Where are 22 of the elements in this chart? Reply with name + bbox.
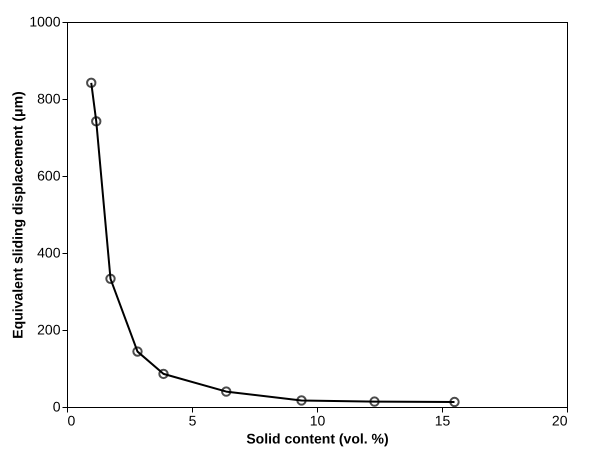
- y-tick-label: 1000: [29, 14, 61, 30]
- y-axis-title: Equivalent sliding displacement (μm): [9, 91, 26, 339]
- x-tick-label: 20: [552, 412, 568, 428]
- point: [91, 116, 102, 127]
- y-tick-label: 0: [52, 398, 61, 414]
- point: [369, 396, 380, 407]
- x-axis-title: Solid content (vol. %): [246, 430, 389, 446]
- y-tick-label: 800: [37, 90, 61, 106]
- point: [221, 386, 232, 397]
- x-tick-label: 15: [434, 412, 450, 428]
- point: [449, 396, 460, 408]
- point: [132, 346, 143, 357]
- x-tick-label: 5: [188, 412, 197, 428]
- y-tick-label: 600: [37, 168, 61, 184]
- point: [296, 395, 307, 406]
- y-tick-label: 200: [37, 322, 61, 338]
- x-tick-label: 0: [68, 412, 76, 428]
- point: [158, 368, 169, 380]
- x-tick-label: 10: [310, 412, 326, 428]
- y-tick-label: 400: [37, 244, 61, 260]
- point: [86, 78, 96, 88]
- point: [105, 274, 116, 284]
